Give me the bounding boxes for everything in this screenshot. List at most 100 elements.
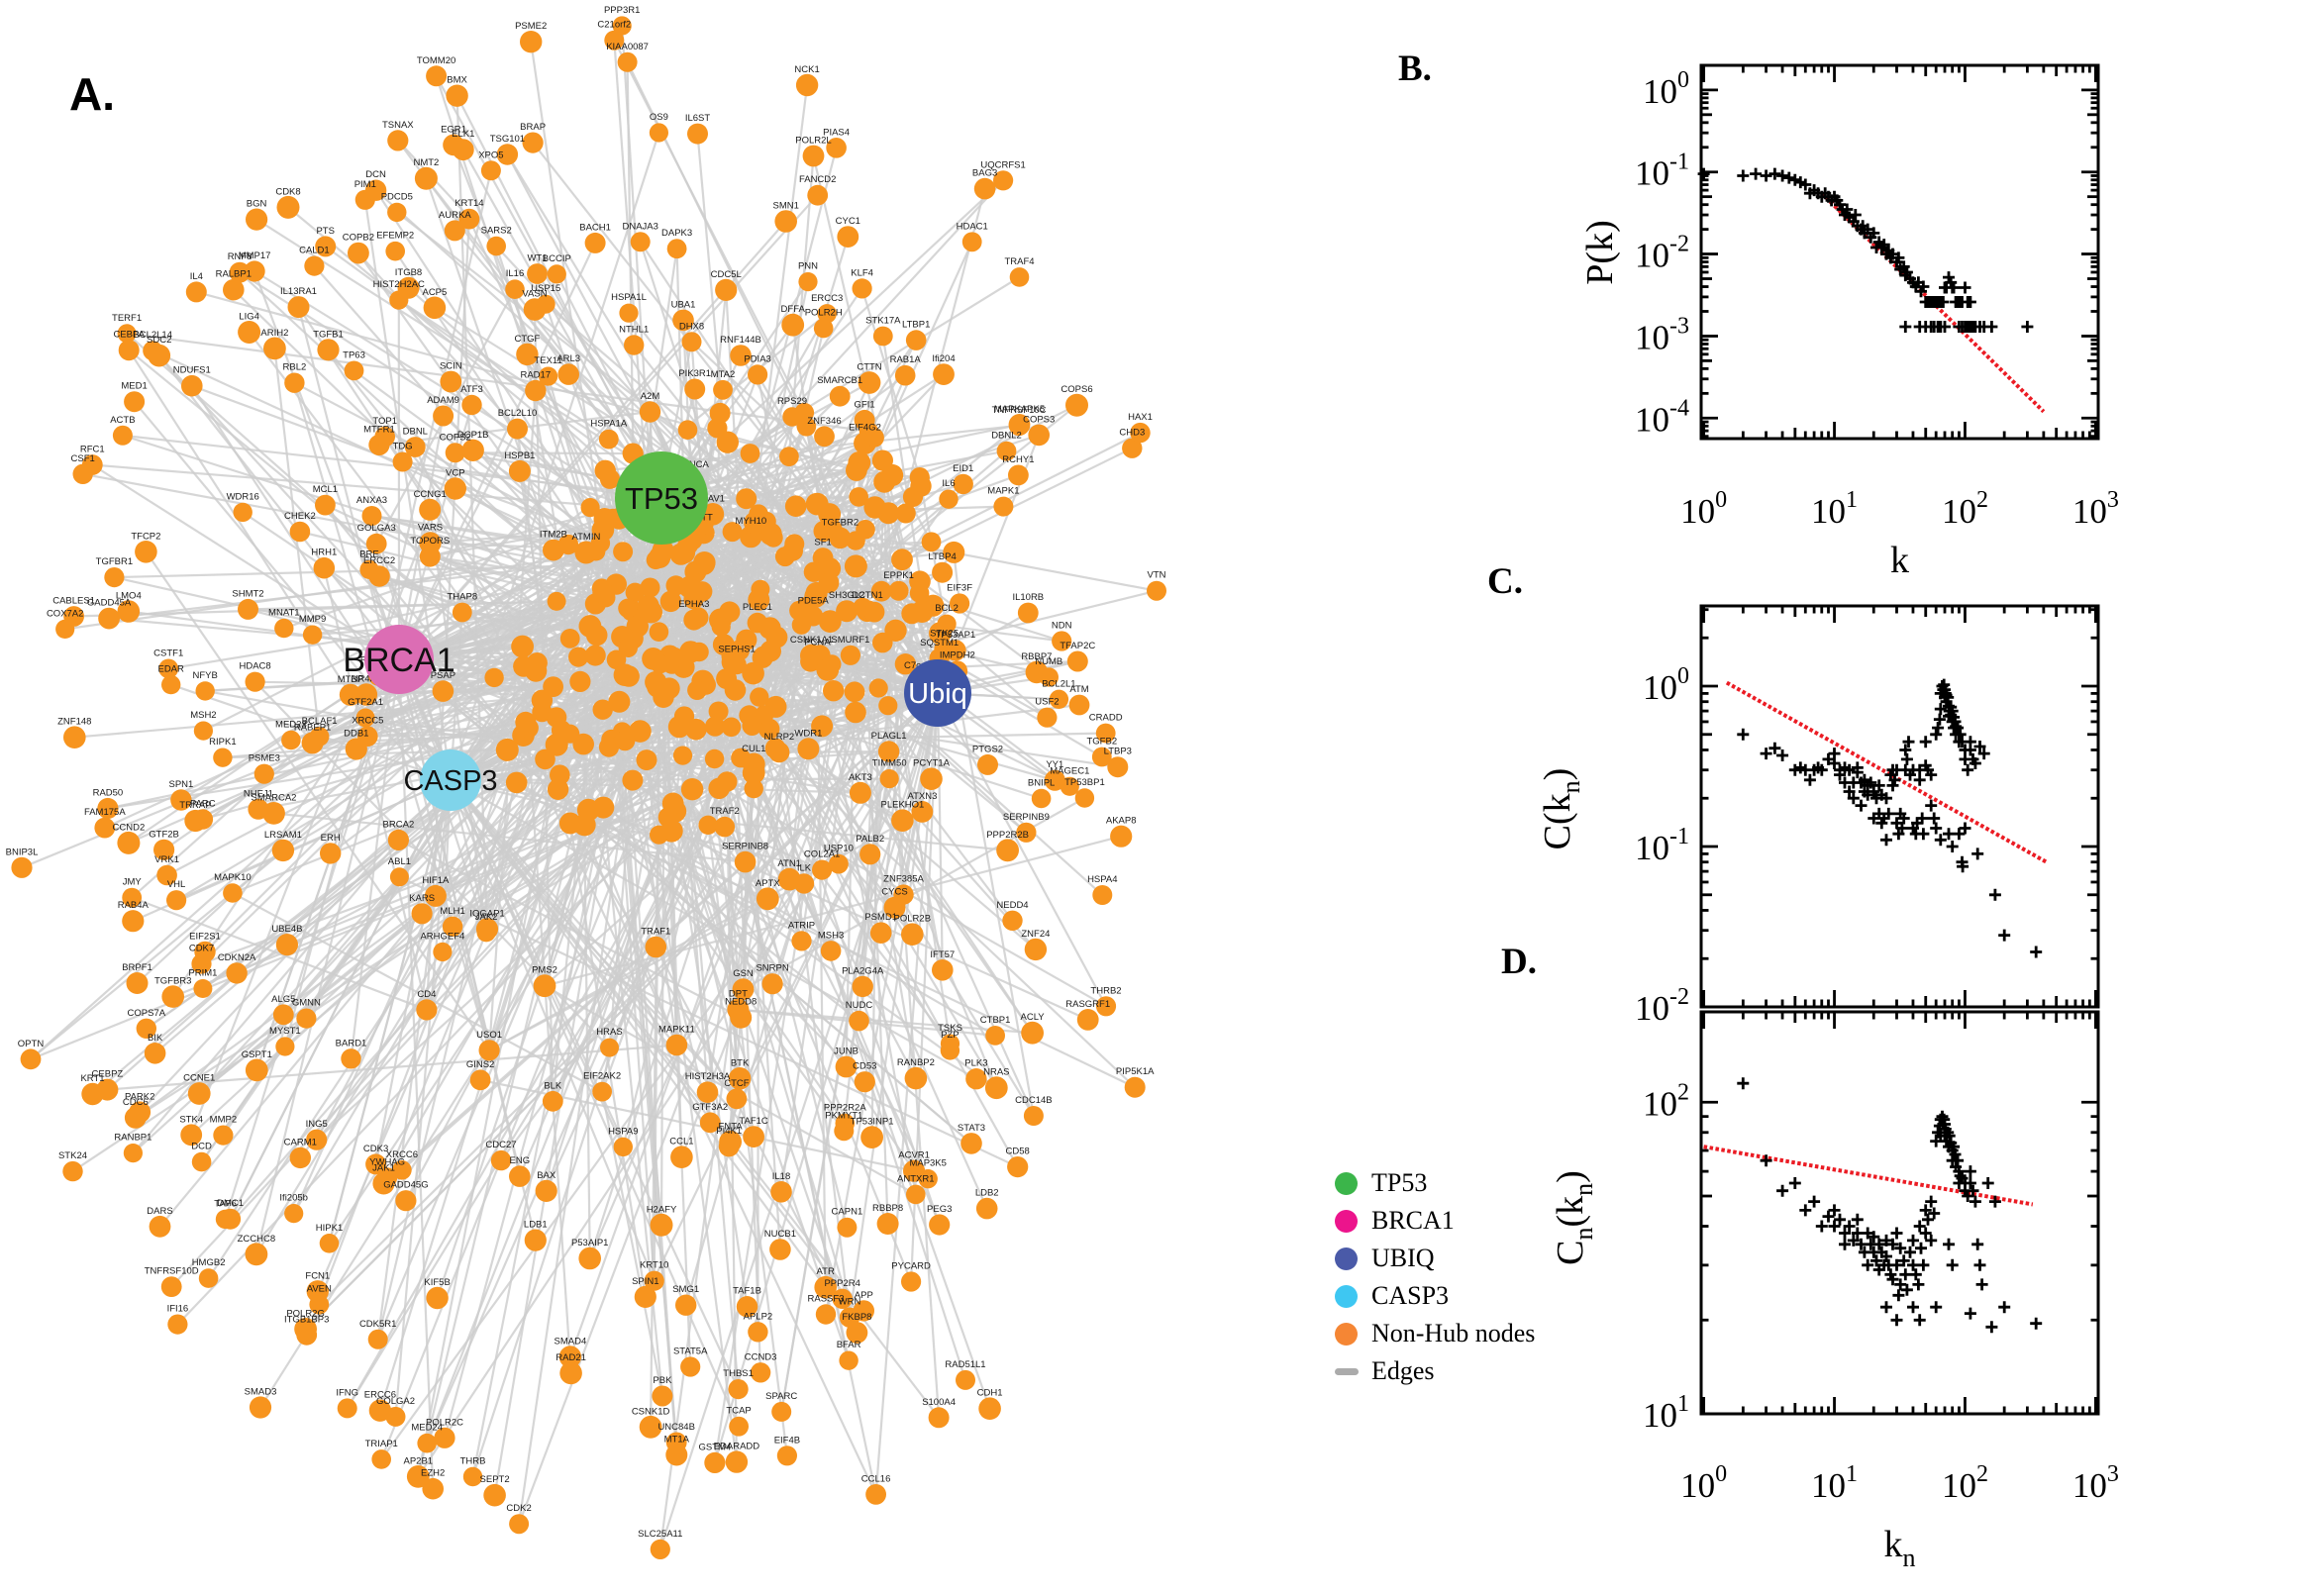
network-node — [756, 887, 779, 911]
network-node — [599, 468, 621, 489]
network-node — [1076, 1009, 1099, 1031]
network-node — [389, 867, 409, 887]
network-node — [640, 600, 662, 624]
network-node — [776, 1446, 798, 1466]
tick-label: 10-1 — [1635, 150, 1689, 193]
network-node-label: TIMM50 — [872, 758, 907, 769]
network-node — [392, 451, 413, 472]
network-node-label: TAF1B — [733, 1286, 761, 1297]
network-node — [849, 1010, 869, 1032]
tick-label: 102 — [1942, 1461, 1988, 1505]
network-node-label: RNF8 — [228, 251, 252, 262]
network-node — [865, 1484, 886, 1505]
network-node — [645, 936, 667, 958]
network-node — [284, 1204, 304, 1224]
network-node — [755, 705, 774, 725]
network-node-label: VCP — [446, 468, 465, 479]
network-node-label: EID1 — [953, 463, 973, 474]
network-node — [834, 1121, 855, 1142]
y-axis-label: Cn(kn) — [1550, 1170, 1598, 1265]
network-node-label: TNFRSF10D — [145, 1266, 199, 1277]
network-node — [613, 1137, 633, 1157]
network-node — [419, 532, 442, 554]
network-node-label: MMP17 — [239, 250, 271, 261]
network-node — [558, 1346, 582, 1368]
network-node-label: XRCC6 — [386, 1149, 418, 1160]
network-node-label: CSNK1D — [632, 1406, 670, 1417]
network-node-label: CABLES1 — [52, 596, 95, 607]
network-node-label: PBK — [653, 1375, 672, 1386]
network-node-label: TNFRSF10C — [992, 405, 1047, 416]
network-node — [600, 1038, 619, 1057]
network-node — [385, 1406, 406, 1427]
network-node-label: ING5 — [306, 1119, 328, 1130]
network-node — [789, 600, 810, 621]
network-node-label: BNIP3L — [6, 847, 39, 857]
network-node — [72, 463, 93, 484]
network-node — [238, 321, 261, 344]
network-node-label: DCP1B — [457, 430, 489, 441]
network-node — [1092, 885, 1113, 905]
network-node-label: PARC — [190, 799, 216, 810]
network-node — [996, 441, 1017, 461]
network-node — [716, 668, 738, 690]
network-node — [802, 145, 825, 167]
network-node — [805, 492, 829, 516]
network-node — [525, 379, 547, 402]
network-node — [433, 405, 454, 427]
network-node — [993, 496, 1014, 517]
legend-label: CASP3 — [1371, 1281, 1450, 1310]
network-node-label: TOPORS — [410, 536, 450, 547]
tick-label: 100 — [1680, 487, 1727, 531]
network-node — [365, 533, 387, 554]
network-node — [414, 166, 438, 190]
network-node-label: HSPA9 — [608, 1126, 638, 1137]
network-node — [863, 601, 885, 623]
legend-item-brca1: BRCA1 — [1335, 1202, 1612, 1240]
network-node — [276, 195, 300, 219]
network-node — [1007, 1156, 1029, 1178]
network-node-label: LTBP1 — [902, 320, 930, 331]
network-node-label: BRPF1 — [122, 962, 152, 973]
network-node — [678, 575, 701, 599]
network-node — [743, 1126, 764, 1147]
network-node-label: PLEKHO1 — [880, 800, 924, 811]
network-node-label: MSH2 — [190, 710, 216, 721]
network-node — [649, 546, 671, 569]
protein-interaction-network: CSTF1 KLF4 GTF2A1 GTF2B HIST2H2AC HIST2H3A ING… — [6, 5, 1166, 1559]
network-node — [1068, 694, 1090, 716]
network-node — [996, 839, 1019, 862]
network-node — [306, 1129, 328, 1150]
network-node — [1049, 689, 1069, 709]
network-node-label: PPP2R2A — [824, 1103, 866, 1114]
network-node — [645, 670, 667, 694]
network-node-label: PDE5A — [798, 595, 830, 606]
axis-ticks — [1701, 1012, 2098, 1416]
network-node-label: PIAS4 — [823, 127, 850, 138]
network-node-label: CDC27 — [485, 1140, 516, 1150]
network-node-label: BLK — [544, 1080, 562, 1091]
network-node — [817, 304, 837, 324]
network-node — [281, 730, 301, 750]
network-node-label: BFAR — [837, 1340, 861, 1350]
network-node — [779, 447, 799, 466]
panel-b-label: B. — [1398, 49, 1432, 89]
network-node-label: UBE4B — [271, 924, 302, 935]
network-node — [748, 364, 768, 385]
network-node-label: CDC6 — [123, 1097, 149, 1108]
network-node-label: BCL2L1 — [1042, 678, 1075, 689]
network-node-label: XPO5 — [478, 150, 503, 160]
network-node — [793, 873, 815, 894]
network-node-label: KLF4 — [851, 267, 873, 278]
network-node-label: LDB2 — [975, 1188, 999, 1199]
network-node-label: BCLAF1 — [302, 716, 338, 727]
x-axis-label: k — [1890, 540, 1909, 581]
network-node — [524, 1229, 547, 1251]
network-node-label: LIG4 — [239, 312, 259, 323]
network-node-label: RANBP2 — [897, 1057, 935, 1068]
network-node — [432, 680, 454, 702]
network-node — [661, 792, 684, 815]
network-node — [736, 629, 758, 650]
network-node-label: THAP8 — [447, 592, 477, 603]
network-node-label: PYCARD — [891, 1261, 931, 1272]
